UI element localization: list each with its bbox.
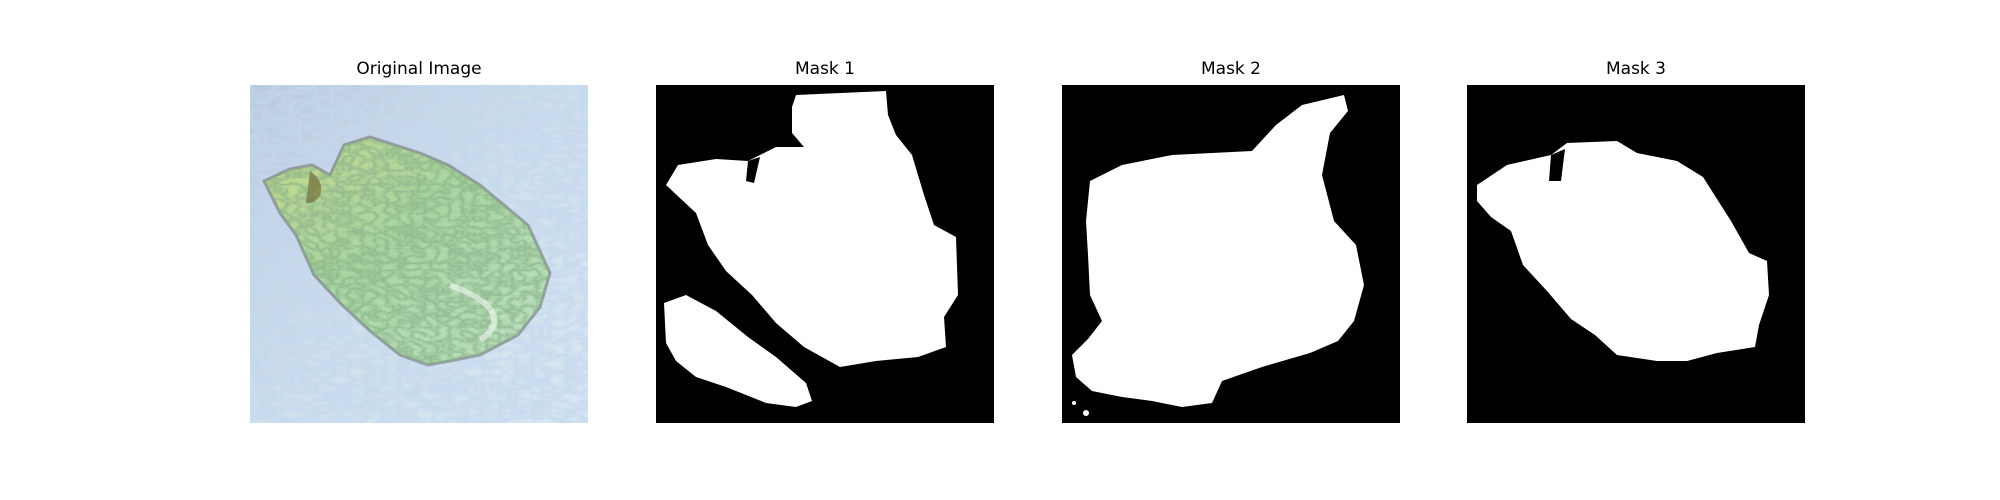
original-image	[250, 85, 588, 423]
original-image-panel: Original Image	[250, 55, 588, 455]
mask-3-title: Mask 3	[1605, 59, 1666, 79]
mask-1-image	[656, 85, 994, 423]
mask-3-image	[1467, 85, 1805, 423]
mask-1-title: Mask 1	[794, 59, 855, 79]
mask-1-panel: Mask 1	[656, 55, 994, 455]
mask-3-panel: Mask 3	[1467, 55, 1805, 455]
mask-2-title: Mask 2	[1200, 59, 1261, 79]
mask-2-panel: Mask 2	[1062, 55, 1400, 455]
mask-2-image	[1062, 85, 1400, 423]
original-image-title: Original Image	[356, 59, 482, 79]
